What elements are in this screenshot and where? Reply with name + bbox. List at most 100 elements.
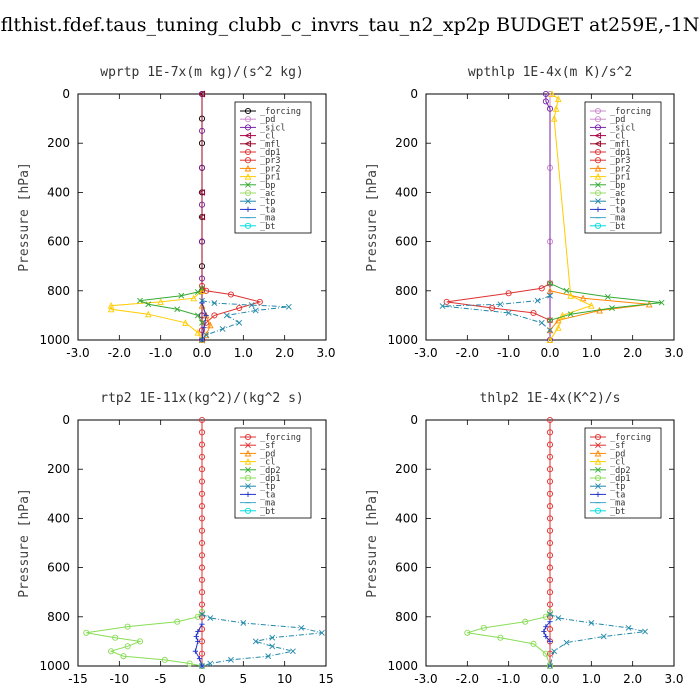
legend-label: _bp — [260, 181, 275, 191]
legend-marker — [244, 124, 252, 131]
legend: _forcing_pd_sicl_cl_mfl_dp1_pr3_pr2_pr1_… — [584, 101, 662, 234]
data-point — [530, 640, 537, 647]
data-point — [265, 653, 272, 660]
data-point — [211, 300, 218, 307]
x-tick-label: -1.0 — [497, 672, 520, 686]
series-ta — [541, 619, 553, 644]
data-point — [198, 429, 206, 436]
series-line — [138, 287, 203, 324]
series-pr1 — [107, 287, 206, 344]
legend-label: _sicl — [260, 123, 286, 133]
legend-marker — [595, 206, 601, 212]
x-tick-label: -2.0 — [456, 346, 479, 360]
y-axis-label: Pressure [hPa] — [365, 162, 380, 272]
data-point — [546, 317, 554, 324]
data-point — [546, 478, 554, 485]
series-bp — [137, 285, 205, 326]
x-tick-label: 2.0 — [623, 346, 642, 360]
legend-marker — [245, 206, 251, 212]
data-point — [538, 319, 545, 326]
data-point — [542, 90, 549, 98]
data-point — [546, 589, 554, 596]
series-line — [446, 282, 551, 321]
data-point — [567, 292, 574, 299]
data-point — [464, 629, 471, 636]
y-axis-label: Pressure [hPa] — [365, 488, 380, 598]
data-point — [207, 615, 214, 621]
data-point — [563, 639, 570, 646]
data-point — [252, 638, 259, 645]
data-point — [546, 527, 554, 534]
legend-marker — [244, 132, 252, 139]
x-tick-label: 1.0 — [582, 672, 601, 686]
legend-label: _ma — [260, 214, 275, 224]
x-tick-label: 2.0 — [275, 346, 294, 360]
data-point — [443, 298, 450, 305]
legend-marker — [595, 466, 601, 473]
legend-label: _cl — [610, 458, 625, 468]
data-point — [107, 305, 115, 313]
series-forcing — [198, 416, 206, 670]
series-dp1 — [443, 280, 554, 324]
data-point — [548, 90, 556, 98]
legend-label: _pr3 — [610, 156, 630, 166]
y-tick-label: 800 — [395, 610, 418, 624]
data-point — [124, 643, 131, 650]
data-point — [541, 628, 547, 635]
series-line — [549, 290, 650, 331]
legend-label: _ma — [260, 499, 275, 509]
data-point — [198, 416, 206, 424]
data-point — [194, 289, 201, 295]
data-point — [600, 633, 607, 640]
data-point — [198, 515, 206, 522]
y-tick-label: 0 — [410, 413, 418, 427]
data-point — [178, 292, 185, 299]
x-tick-label: -2.0 — [108, 346, 131, 360]
data-point — [546, 662, 554, 670]
legend-label: _dp1 — [260, 474, 280, 484]
legend-marker — [595, 491, 601, 497]
legend-label: _ac — [610, 189, 625, 199]
x-tick-label: 0.0 — [192, 346, 211, 360]
legend-marker — [245, 483, 251, 490]
data-point — [174, 618, 181, 625]
legend-marker — [245, 466, 251, 473]
y-tick-label: 200 — [47, 462, 70, 476]
data-point — [546, 601, 554, 608]
data-point — [269, 643, 276, 650]
data-point — [543, 633, 549, 640]
legend-label: _bt — [260, 222, 275, 232]
series-forcing — [546, 416, 554, 670]
data-point — [546, 416, 554, 424]
data-point — [198, 478, 206, 485]
y-tick-label: 400 — [47, 185, 70, 199]
data-point — [223, 312, 230, 319]
y-tick-label: 200 — [395, 462, 418, 476]
legend-marker — [594, 172, 602, 180]
series-ta — [199, 300, 209, 343]
legend-label: _forcing — [610, 107, 651, 117]
figure-title: flthist.fdef.taus_tuning_clubb_c_invrs_t… — [0, 14, 700, 36]
data-point — [194, 613, 201, 620]
legend-marker — [244, 189, 252, 197]
legend-label: _pr1 — [610, 173, 630, 183]
x-tick-label: 15 — [318, 672, 333, 686]
data-point — [157, 298, 164, 305]
data-point — [546, 466, 554, 473]
data-point — [554, 324, 562, 331]
y-tick-label: 200 — [395, 136, 418, 150]
legend-marker — [244, 474, 252, 482]
data-point — [196, 656, 203, 662]
data-point — [203, 332, 210, 338]
x-tick-label: -10 — [110, 672, 130, 686]
legend-marker — [244, 148, 252, 156]
data-point — [480, 624, 487, 631]
data-point — [538, 285, 545, 292]
data-point — [547, 280, 553, 287]
data-point — [107, 301, 115, 309]
data-point — [546, 336, 554, 344]
data-point — [194, 329, 202, 336]
legend-marker — [244, 107, 252, 115]
series-line — [549, 282, 662, 321]
legend: _forcing_sf_pd_cl_dp2_dp1_tp_ta_ma_bt — [234, 427, 312, 519]
